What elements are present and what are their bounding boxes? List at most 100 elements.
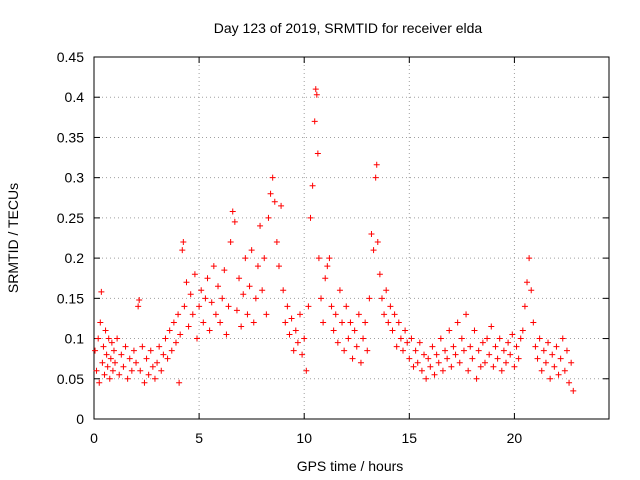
data-point — [351, 327, 358, 334]
data-point — [542, 359, 549, 366]
data-point — [400, 347, 406, 354]
data-point — [271, 198, 278, 205]
data-point — [484, 335, 491, 342]
data-point — [314, 150, 321, 157]
data-point — [444, 355, 451, 362]
data-point — [488, 323, 495, 330]
data-point — [418, 367, 425, 374]
data-point — [280, 287, 287, 294]
data-point — [172, 339, 179, 346]
data-point — [372, 174, 379, 181]
data-point — [570, 387, 577, 394]
data-point — [416, 339, 423, 346]
data-point — [299, 351, 306, 358]
data-point — [513, 343, 520, 350]
data-point — [143, 355, 150, 362]
data-point — [303, 367, 310, 374]
data-point — [429, 343, 436, 350]
data-point — [511, 363, 518, 370]
x-tick-label: 15 — [402, 430, 418, 446]
data-point — [343, 303, 350, 310]
data-point — [104, 363, 111, 370]
data-point — [204, 275, 211, 282]
data-point — [374, 239, 381, 246]
data-point — [166, 327, 173, 334]
data-point — [437, 335, 444, 342]
data-point — [97, 319, 104, 326]
data-point — [267, 190, 274, 197]
data-point — [439, 367, 446, 374]
data-point — [530, 319, 537, 326]
data-point — [559, 335, 566, 342]
data-point — [521, 303, 528, 310]
data-point — [120, 363, 127, 370]
data-point — [364, 347, 371, 354]
data-point — [227, 239, 234, 246]
data-point — [162, 335, 169, 342]
data-point — [397, 335, 404, 342]
data-point — [328, 303, 335, 310]
data-point — [471, 327, 478, 334]
data-point — [246, 283, 253, 290]
data-point — [160, 351, 167, 358]
data-point — [261, 255, 268, 262]
data-point — [133, 359, 140, 366]
data-point — [100, 343, 107, 350]
data-point — [433, 351, 440, 358]
data-point — [141, 379, 148, 386]
data-point — [481, 359, 488, 366]
y-tick-label: 0.35 — [57, 129, 84, 145]
data-point — [297, 311, 303, 318]
data-point — [568, 359, 575, 366]
data-point — [177, 331, 184, 338]
data-point — [336, 287, 343, 294]
data-point — [477, 363, 484, 370]
data-point — [492, 343, 499, 350]
y-tick-label: 0.3 — [65, 170, 85, 186]
data-point — [561, 367, 568, 374]
data-point — [381, 311, 388, 318]
data-point — [158, 367, 165, 374]
data-point — [136, 296, 143, 303]
y-axis-label: SRMTID / TECUs — [5, 183, 21, 293]
data-point — [509, 331, 516, 338]
data-point — [92, 347, 99, 354]
data-point — [408, 335, 415, 342]
y-tick-label: 0.05 — [57, 371, 84, 387]
data-point — [93, 367, 100, 374]
data-point — [114, 335, 121, 342]
data-point — [425, 355, 432, 362]
data-point — [307, 214, 314, 221]
data-point — [312, 86, 319, 93]
x-tick-label: 10 — [296, 430, 312, 446]
data-point — [402, 327, 409, 334]
data-point — [179, 247, 186, 254]
data-point — [252, 295, 259, 302]
plot-frame — [93, 56, 610, 420]
data-point — [450, 343, 457, 350]
data-point — [313, 91, 320, 98]
data-point — [221, 267, 228, 274]
data-point — [269, 174, 276, 181]
y-tick-label: 0 — [76, 411, 84, 427]
data-point — [151, 375, 158, 382]
data-point — [103, 351, 110, 358]
data-point — [290, 347, 297, 354]
data-point — [118, 351, 125, 358]
data-point — [479, 339, 486, 346]
data-point — [341, 347, 348, 354]
y-tick-label: 0.4 — [65, 89, 85, 105]
axis-ticks: 0 0.05 0.1 0.15 0.2 0.25 0.3 0.35 0.4 0.45 0 5 10 15 2… — [57, 49, 609, 446]
data-point — [334, 339, 341, 346]
data-point — [210, 263, 217, 270]
data-point — [463, 311, 470, 318]
data-point — [563, 347, 570, 354]
data-point — [549, 351, 556, 358]
data-point — [275, 263, 282, 270]
data-point — [357, 359, 364, 366]
data-point — [212, 311, 219, 318]
data-point — [414, 359, 421, 366]
data-point — [553, 343, 560, 350]
data-point — [110, 347, 117, 354]
